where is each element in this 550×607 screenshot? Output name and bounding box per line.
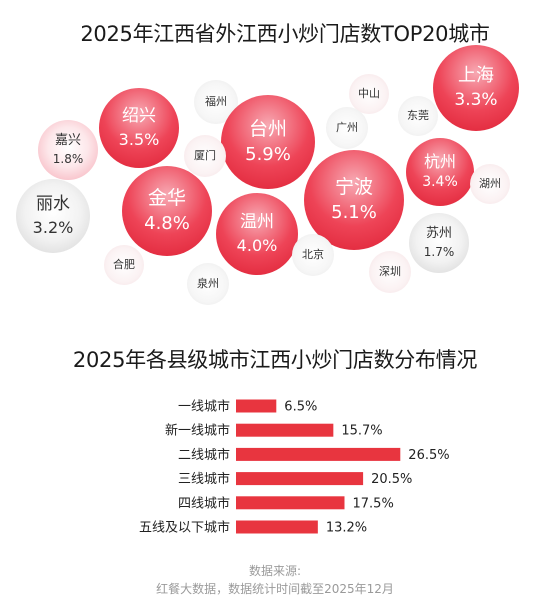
bar-chart: 一线城市 6.5% 新一线城市 15.7% 二线城市 26.5% 三线城市 20.5% 四线城市… — [139, 399, 450, 536]
bubble-city-label: 金华 — [147, 186, 186, 209]
bubble-13: 金华 4.8% — [122, 166, 212, 256]
bubble-city-label: 嘉兴 — [54, 133, 81, 149]
bar-category-label: 新一线城市 — [165, 423, 230, 439]
bubble-5: 广州 — [326, 107, 368, 149]
bubble-city-label: 东莞 — [407, 109, 429, 123]
bubble-chart: 上海 3.3% 绍兴 3.5% 福州 中山 广州 东莞 台州 5.9% 嘉兴 1.8% 厦门 杭州 3.4%… — [0, 45, 550, 308]
bubble-11: 湖州 — [470, 164, 510, 204]
bubble-18: 合肥 — [104, 245, 144, 285]
bar-value-label: 15.7% — [341, 424, 382, 439]
bar — [236, 447, 401, 461]
bar-value-label: 13.2% — [326, 521, 367, 536]
bubble-1: 上海 3.3% — [433, 45, 519, 131]
bubble-city-label: 泉州 — [197, 277, 219, 291]
source-label: 数据来源: — [248, 564, 302, 578]
bar — [236, 423, 334, 437]
bubble-value-label: 1.8% — [52, 151, 84, 166]
bubble-city-label: 北京 — [302, 248, 324, 262]
bar-value-label: 17.5% — [353, 496, 394, 511]
bar-category-label: 四线城市 — [178, 495, 230, 511]
bubble-city-label: 苏州 — [425, 226, 452, 242]
bar-category-label: 三线城市 — [178, 471, 230, 487]
bubble-city-label: 上海 — [458, 65, 494, 87]
bar-value-label: 20.5% — [371, 472, 412, 487]
bubble-14: 丽水 3.2% — [16, 179, 90, 253]
bubble-city-label: 温州 — [240, 212, 274, 233]
bubble-city-label: 湖州 — [479, 177, 501, 191]
bubble-value-label: 3.2% — [32, 217, 74, 237]
bubble-value-label: 4.8% — [144, 212, 190, 234]
bar — [236, 496, 345, 510]
bubble-9: 厦门 — [184, 135, 226, 177]
bubble-city-label: 深圳 — [379, 265, 401, 279]
bubble-value-label: 4.0% — [236, 235, 278, 255]
bubble-city-label: 丽水 — [36, 194, 70, 215]
bar — [236, 399, 277, 413]
bubble-city-label: 台州 — [248, 117, 287, 140]
bubble-city-label: 厦门 — [194, 149, 216, 163]
bubble-6: 东莞 — [398, 96, 438, 136]
bubble-17: 北京 — [292, 234, 334, 276]
bubble-city-label: 福州 — [205, 95, 227, 109]
bubble-city-label: 杭州 — [423, 152, 456, 172]
bubble-15: 温州 4.0% — [216, 193, 298, 275]
bar-chart-title: 2025年各县级城市江西小炒门店数分布情况 — [72, 348, 478, 372]
bar-category-label: 五线及以下城市 — [139, 520, 230, 536]
bubble-3: 福州 — [194, 80, 238, 124]
bubble-city-label: 宁波 — [334, 175, 373, 198]
bubble-chart-title: 2025年江西省外江西小炒门店数TOP20城市 — [80, 22, 490, 46]
bubble-4: 中山 — [349, 74, 389, 114]
bubble-value-label: 3.4% — [422, 174, 458, 191]
bubble-city-label: 中山 — [358, 87, 380, 101]
bar — [236, 472, 364, 486]
bubble-value-label: 1.7% — [423, 244, 455, 259]
bar — [236, 520, 318, 534]
bubble-8: 嘉兴 1.8% — [38, 120, 98, 180]
bubble-2: 绍兴 3.5% — [99, 88, 179, 168]
bubble-20: 泉州 — [187, 263, 229, 305]
bubble-value-label: 5.9% — [245, 143, 291, 165]
bubble-city-label: 绍兴 — [122, 106, 156, 127]
bar-value-label: 26.5% — [408, 448, 449, 463]
bubble-19: 深圳 — [369, 251, 411, 293]
bubble-value-label: 3.3% — [454, 89, 498, 110]
bar-category-label: 二线城市 — [178, 447, 230, 463]
bubble-16: 苏州 1.7% — [409, 213, 469, 273]
bubble-10: 杭州 3.4% — [406, 138, 474, 206]
bar-category-label: 一线城市 — [178, 399, 230, 415]
bubble-city-label: 合肥 — [113, 258, 135, 272]
bubble-7: 台州 5.9% — [221, 95, 315, 189]
bubble-value-label: 3.5% — [118, 129, 160, 149]
bubble-city-label: 广州 — [336, 121, 358, 135]
bubble-12: 宁波 5.1% — [304, 150, 404, 250]
bubble-value-label: 5.1% — [331, 201, 377, 223]
bar-value-label: 6.5% — [284, 400, 317, 415]
source-text: 红餐大数据，数据统计时间截至2025年12月 — [156, 582, 394, 596]
